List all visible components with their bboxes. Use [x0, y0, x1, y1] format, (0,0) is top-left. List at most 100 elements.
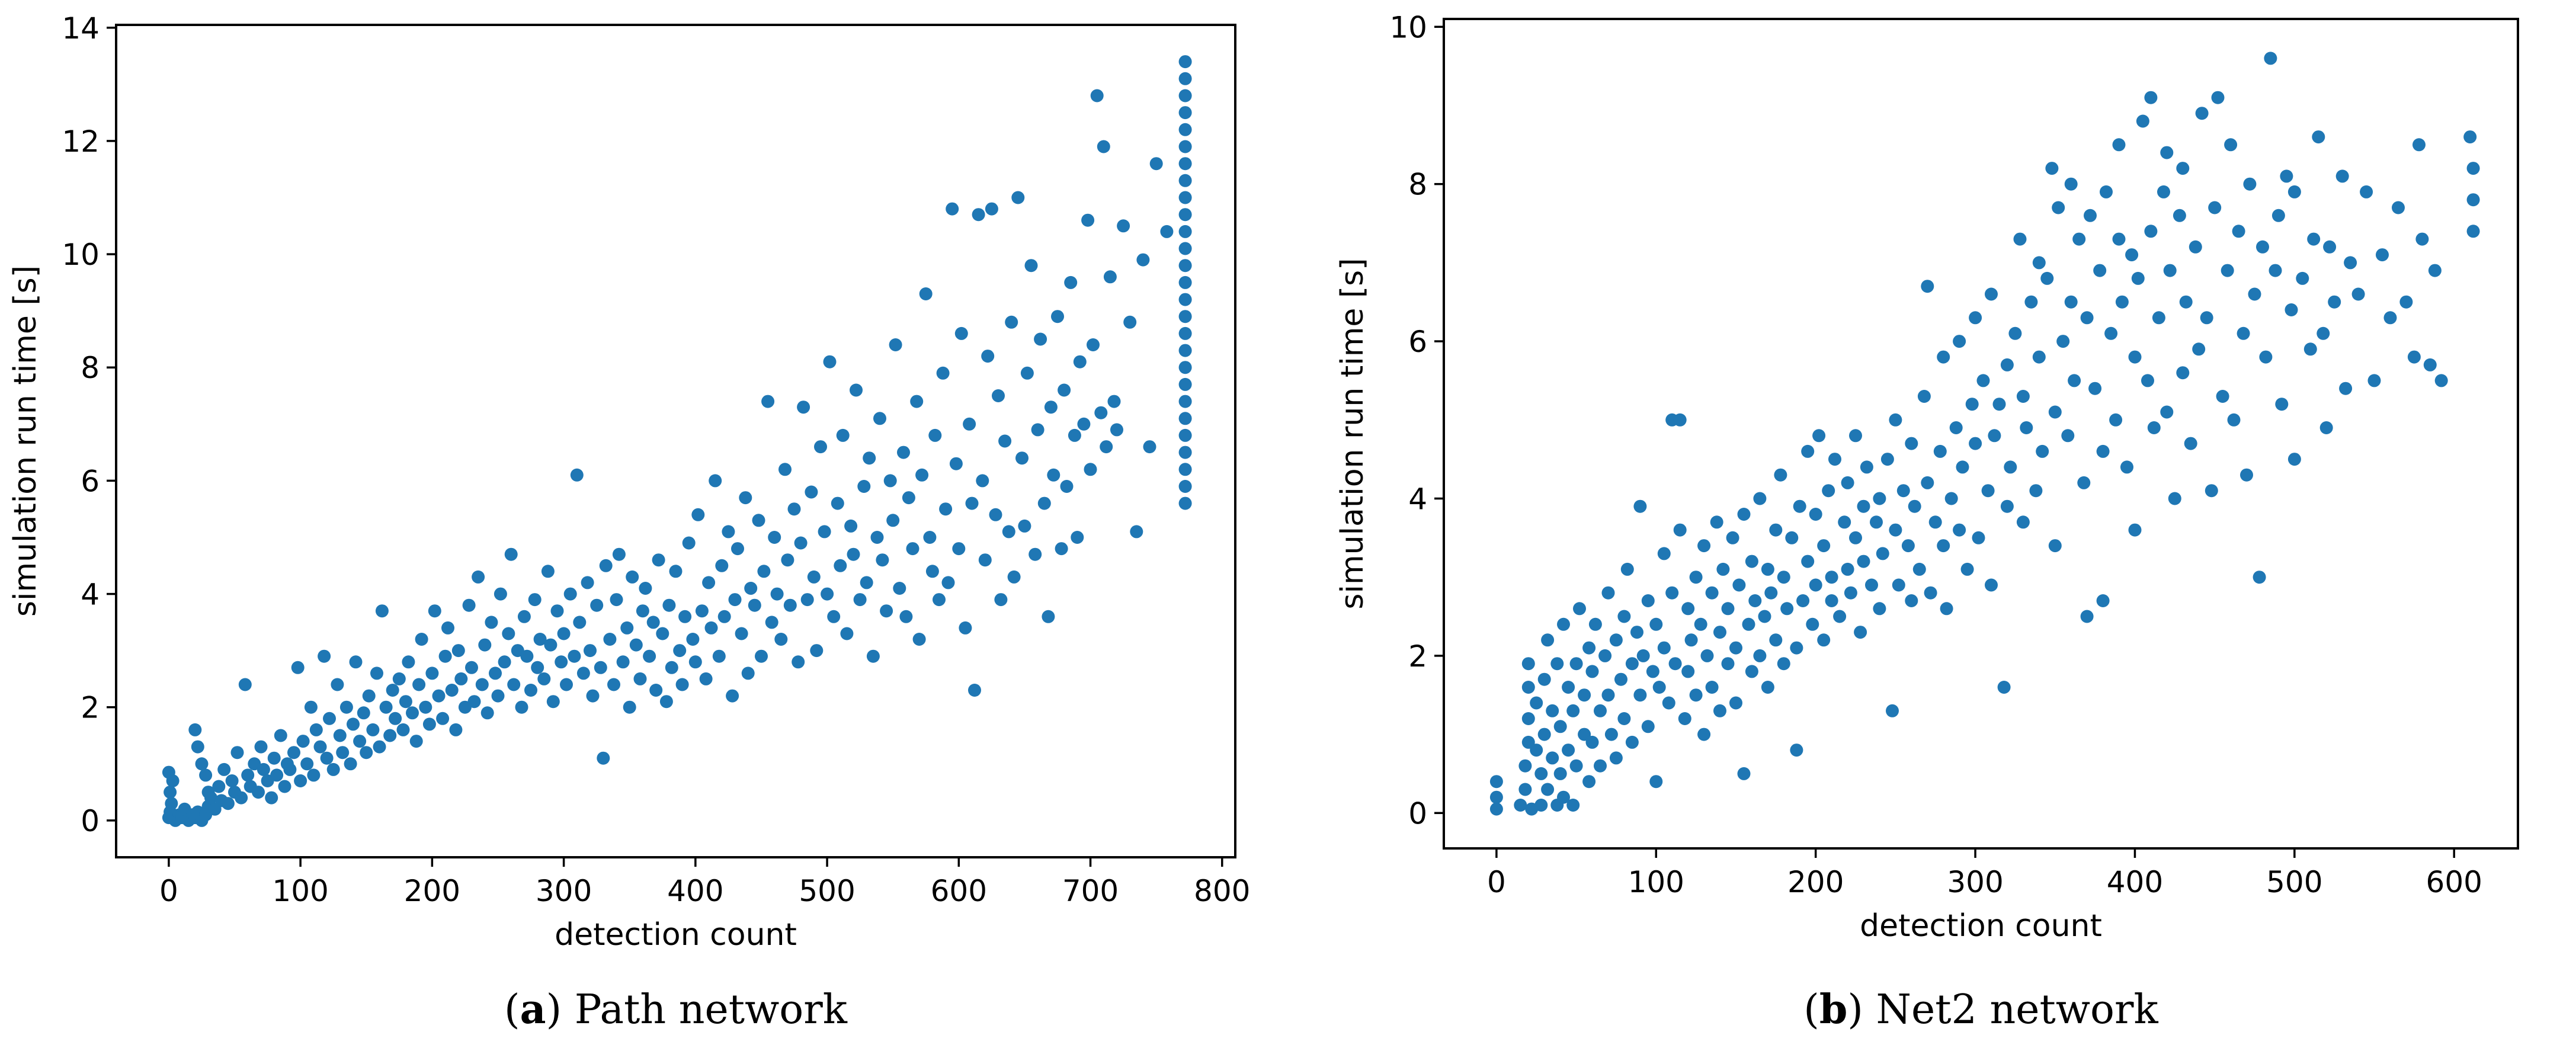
- data-point: [1905, 437, 1918, 450]
- data-point: [2160, 146, 2174, 159]
- data-point: [1940, 602, 1953, 616]
- data-point: [1700, 649, 1714, 662]
- data-point: [1553, 720, 1567, 733]
- y-tick-label: 0: [81, 804, 100, 838]
- data-point: [915, 468, 929, 482]
- data-point: [373, 740, 386, 754]
- data-point: [1985, 287, 1998, 301]
- data-point: [886, 514, 900, 527]
- data-point: [1068, 428, 1081, 442]
- data-point: [1838, 515, 1851, 529]
- data-point: [498, 655, 511, 669]
- data-point: [451, 644, 465, 658]
- caption-paren-close: ): [1847, 986, 1876, 1033]
- data-point: [1178, 463, 1192, 476]
- data-point: [2147, 421, 2161, 434]
- data-point: [550, 604, 564, 618]
- data-point: [844, 519, 858, 533]
- data-point: [949, 457, 963, 470]
- data-point: [850, 383, 863, 397]
- data-point: [889, 338, 902, 351]
- data-point: [515, 700, 528, 714]
- data-point: [412, 678, 426, 691]
- data-point: [2224, 138, 2238, 152]
- data-point: [2335, 169, 2349, 183]
- caption-paren-close: ): [546, 986, 575, 1033]
- data-point: [1737, 767, 1751, 780]
- data-point: [1726, 531, 1739, 544]
- data-point: [787, 502, 801, 516]
- data-point: [1806, 617, 1819, 631]
- data-point: [402, 655, 415, 669]
- data-point: [989, 508, 1002, 521]
- data-point: [827, 610, 841, 623]
- caption-paren-open: (: [1803, 986, 1819, 1033]
- data-point: [1518, 759, 1532, 773]
- data-point: [1633, 688, 1647, 702]
- data-point: [2032, 256, 2046, 270]
- data-point: [1956, 460, 1969, 474]
- y-tick-label: 0: [1408, 796, 1427, 831]
- data-point: [1094, 406, 1108, 419]
- y-tick-label: 4: [1408, 482, 1427, 516]
- caption-letter: a: [520, 986, 546, 1033]
- y-tick-label: 4: [81, 578, 100, 612]
- data-point: [2344, 256, 2357, 270]
- data-point: [2216, 390, 2229, 403]
- data-point: [353, 735, 367, 748]
- data-point: [2112, 232, 2126, 246]
- data-point: [2466, 225, 2480, 238]
- data-point: [1841, 562, 1854, 576]
- data-point: [1011, 191, 1025, 204]
- data-point: [326, 762, 340, 776]
- data-point: [2192, 342, 2206, 356]
- data-point: [1705, 586, 1719, 600]
- data-point: [2084, 209, 2097, 222]
- data-point: [728, 593, 742, 607]
- data-point: [1521, 657, 1535, 671]
- data-point: [467, 695, 481, 709]
- data-point: [652, 553, 665, 567]
- data-point: [1557, 617, 1570, 631]
- data-point: [2125, 248, 2139, 262]
- data-point: [1764, 586, 1778, 600]
- data-point: [2040, 271, 2054, 285]
- data-point: [2253, 571, 2266, 584]
- data-point: [1880, 453, 1894, 466]
- data-point: [238, 678, 252, 691]
- data-point: [1546, 704, 1559, 717]
- data-point: [665, 661, 678, 674]
- x-tick-label: 300: [536, 874, 592, 908]
- data-point: [320, 751, 334, 765]
- data-point: [1652, 681, 1666, 694]
- data-point: [2144, 225, 2158, 238]
- data-point: [586, 689, 600, 703]
- data-point: [1149, 157, 1163, 171]
- data-point: [1178, 242, 1192, 255]
- data-point: [731, 542, 744, 556]
- data-point: [2351, 287, 2365, 301]
- data-point: [1969, 311, 1982, 325]
- data-point: [568, 649, 581, 663]
- x-tick-label: 300: [1947, 865, 2003, 899]
- data-point: [235, 791, 248, 805]
- data-point: [821, 587, 834, 601]
- data-point: [814, 440, 827, 454]
- data-point: [1774, 468, 1787, 482]
- data-point: [794, 536, 808, 550]
- data-point: [1178, 225, 1192, 238]
- data-point: [1541, 633, 1555, 647]
- data-point: [1521, 735, 1535, 749]
- data-point: [1889, 413, 1902, 427]
- data-point: [1732, 578, 1746, 592]
- panel-a: 0 100 200 300 400 500 600 700 800 0 2 4 6 8 10 12 14 dete…: [8, 11, 1250, 1033]
- data-point: [1578, 728, 1591, 741]
- data-point: [2256, 240, 2269, 254]
- data-point: [2275, 398, 2289, 411]
- data-point: [1633, 499, 1647, 513]
- data-point: [1521, 712, 1535, 725]
- data-point: [287, 746, 300, 760]
- data-point: [2271, 209, 2285, 222]
- data-point: [717, 610, 731, 623]
- data-point: [607, 678, 620, 691]
